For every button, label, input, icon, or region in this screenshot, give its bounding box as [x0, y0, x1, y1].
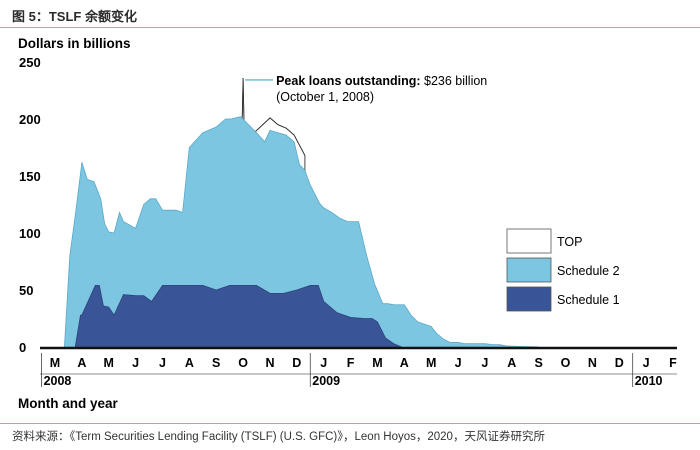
x-tick-label: A: [77, 356, 86, 370]
year-label: 2008: [44, 374, 72, 388]
y-tick-label: 50: [19, 283, 33, 298]
x-tick-label: A: [185, 356, 194, 370]
x-tick-label: J: [455, 356, 462, 370]
y-tick-label: 100: [19, 226, 41, 241]
x-tick-label: J: [320, 356, 327, 370]
series-line-top: [241, 77, 306, 156]
legend-label: Schedule 2: [557, 264, 620, 278]
y-tick-label: 150: [19, 169, 41, 184]
x-tick-label: S: [212, 356, 220, 370]
x-tick-label: M: [372, 356, 382, 370]
legend-swatch-schedule-1: [506, 286, 552, 312]
annotation-subtext: (October 1, 2008): [276, 90, 374, 104]
title-rule: [0, 27, 700, 28]
x-tick-label: J: [132, 356, 139, 370]
series-line-schedule-1: [74, 285, 402, 348]
x-tick-label: M: [50, 356, 60, 370]
x-tick-label: M: [426, 356, 436, 370]
x-tick-label: N: [588, 356, 597, 370]
x-tick-label: D: [292, 356, 301, 370]
x-tick-label: N: [265, 356, 274, 370]
annotation-text: Peak loans outstanding: $236 billion: [276, 74, 487, 88]
x-tick-label: S: [534, 356, 542, 370]
x-tick-label: O: [561, 356, 571, 370]
x-tick-label: J: [643, 356, 650, 370]
x-tick-label: A: [507, 356, 516, 370]
x-tick-label: J: [159, 356, 166, 370]
series-area-schedule-1: [75, 285, 402, 347]
x-axis-label: Month and year: [18, 396, 119, 411]
legend-label: Schedule 1: [557, 293, 620, 307]
x-tick-label: A: [400, 356, 409, 370]
figure-title: 图 5：TSLF 余额变化: [12, 9, 137, 24]
y-axis-label: Dollars in billions: [18, 36, 131, 51]
legend-swatch-top: [506, 228, 552, 254]
x-tick-label: D: [615, 356, 624, 370]
x-tick-label: J: [481, 356, 488, 370]
series-line-schedule-2: [64, 116, 539, 348]
year-label: 2009: [312, 374, 340, 388]
x-tick-label: M: [104, 356, 114, 370]
x-tick-label: O: [238, 356, 248, 370]
x-tick-label: F: [347, 356, 355, 370]
y-tick-label: 250: [19, 55, 41, 70]
y-tick-label: 200: [19, 112, 41, 127]
source-rule: [0, 423, 700, 424]
legend-label: TOP: [557, 235, 582, 249]
y-tick-label: 0: [19, 340, 26, 355]
legend-swatch-schedule-2: [506, 257, 552, 283]
x-tick-label: F: [669, 356, 677, 370]
year-label: 2010: [635, 374, 663, 388]
figure-source: 资料来源：《Term Securities Lending Facility (…: [12, 431, 545, 443]
